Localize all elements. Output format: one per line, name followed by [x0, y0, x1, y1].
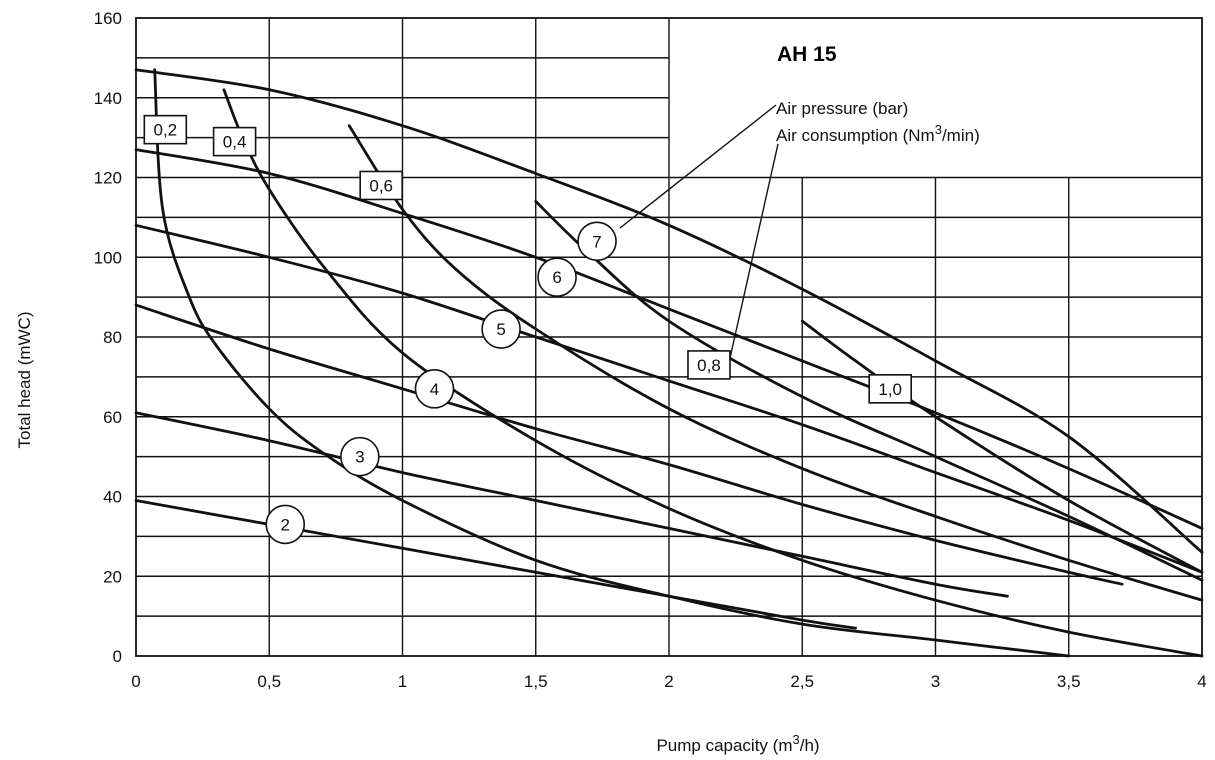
consumption-curve-0-8 [534, 200, 1204, 582]
x-tick-label: 1 [398, 672, 407, 691]
curve-label-text: 0,8 [697, 356, 721, 375]
x-axis-label-sup: 3 [792, 732, 799, 747]
consumption-label-box [868, 374, 912, 404]
y-tick-label: 40 [103, 488, 122, 507]
y-tick-label: 140 [94, 89, 122, 108]
curve-label-text: 0,4 [223, 133, 247, 152]
pressure-curve-4 [134, 303, 1124, 586]
legend-air-consumption-sup: 3 [935, 122, 942, 137]
curve-label-text: 5 [496, 320, 505, 339]
y-tick-label: 120 [94, 169, 122, 188]
y-tick-label: 80 [103, 328, 122, 347]
y-tick-label: 60 [103, 408, 122, 427]
pressure-curve-7 [134, 68, 1204, 554]
legend-leader-pressure [619, 104, 777, 229]
curve-label-text: 7 [592, 232, 601, 251]
curve-labels: 2 3 4 5 6 7 0,2 0,4 0,6 0,8 1,0 [143, 114, 912, 545]
pressure-curve-2 [134, 499, 857, 630]
x-tick-label: 3 [931, 672, 940, 691]
consumption-curve-0-4 [222, 88, 1204, 658]
x-tick-label: 0,5 [257, 672, 281, 691]
consumption-label-box [687, 350, 731, 380]
legend: AH 15 Air pressure (bar) Air consumption… [619, 43, 980, 359]
consumption-label-box [212, 126, 257, 157]
pressure-label-circle [340, 436, 380, 477]
consumption-curve-0-2 [153, 68, 1071, 658]
x-axis-label-end: /h) [800, 736, 820, 755]
y-tick-label: 0 [113, 647, 122, 666]
pressure-curve-5 [134, 223, 1204, 574]
legend-air-consumption-end: /min) [942, 126, 980, 145]
curve-label-text: 6 [552, 268, 561, 287]
y-axis-label: Total head (mWC) [15, 312, 34, 449]
curve-label-text: 2 [281, 515, 290, 534]
curve-label-text: 0,2 [153, 121, 177, 140]
pressure-curve-3 [134, 411, 1009, 598]
consumption-curve-1-0 [800, 319, 1204, 574]
curves [134, 68, 1204, 658]
x-tick-label: 1,5 [524, 672, 548, 691]
chart-title: AH 15 [777, 43, 837, 66]
x-axis-label: Pump capacity (m3/h) [656, 732, 819, 755]
plot-frame [135, 17, 1203, 657]
x-axis-label-main: Pump capacity (m [656, 736, 792, 755]
x-tick-label: 0 [131, 672, 140, 691]
y-tick-label: 160 [94, 9, 122, 28]
x-tick-label: 4 [1197, 672, 1206, 691]
pressure-label-circle [537, 257, 577, 297]
x-tick-label: 3,5 [1057, 672, 1081, 691]
curve-label-text: 0,6 [369, 176, 393, 195]
pressure-label-circle [414, 369, 455, 409]
pressure-label-circle [265, 504, 306, 545]
pressure-curve-6 [134, 148, 1204, 530]
legend-leader-consumption [729, 143, 779, 359]
legend-air-pressure: Air pressure (bar) [776, 99, 908, 118]
y-tick-label: 20 [103, 567, 122, 586]
curve-label-text: 3 [355, 448, 364, 467]
curve-label-text: 1,0 [878, 380, 902, 399]
curve-label-text: 4 [430, 380, 439, 399]
pressure-label-circle [481, 309, 521, 349]
legend-air-consumption-main: Air consumption (Nm [776, 126, 935, 145]
x-tick-label: 2 [664, 672, 673, 691]
grid-lines [135, 17, 1203, 657]
pressure-label-circle [577, 221, 617, 262]
consumption-curve-0-6 [347, 124, 1204, 602]
y-tick-label: 100 [94, 248, 122, 267]
consumption-label-box [359, 170, 403, 201]
consumption-label-box [143, 114, 188, 145]
x-tick-label: 2,5 [790, 672, 814, 691]
legend-air-consumption: Air consumption (Nm3/min) [776, 122, 980, 145]
